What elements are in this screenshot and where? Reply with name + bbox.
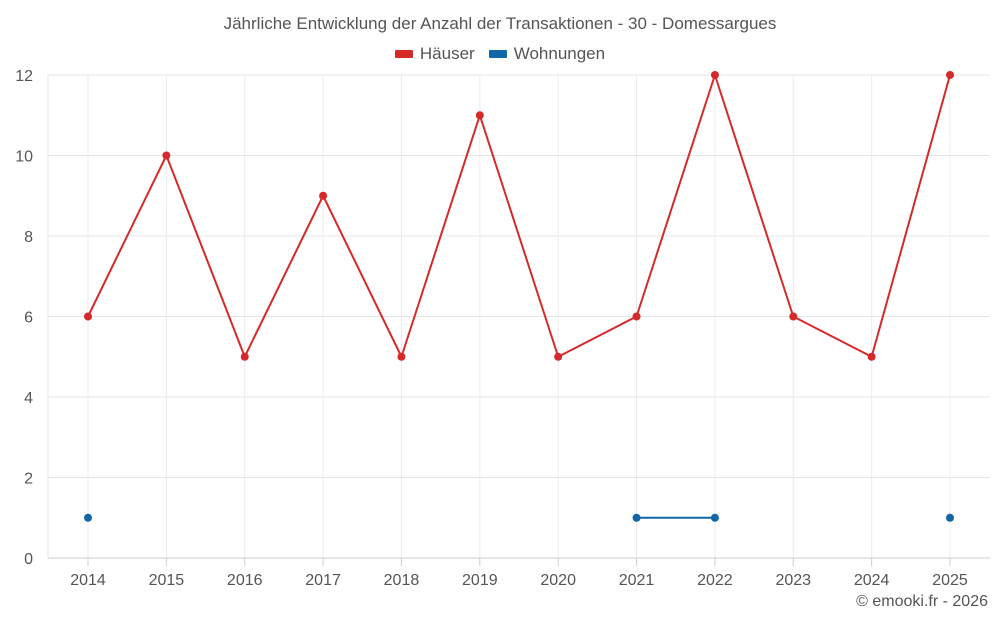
data-point-wohnungen — [710, 513, 719, 522]
data-point-wohnungen — [84, 513, 92, 522]
data-point-wohnungen — [946, 513, 954, 522]
legend-swatch-haeuser — [394, 50, 413, 58]
y-tick-label: 4 — [24, 390, 33, 407]
legend-swatch-wohnungen — [488, 50, 507, 58]
legend-label-wohnungen: Wohnungen — [513, 44, 606, 63]
series-line-haeuser — [87, 74, 951, 358]
x-tick-label: 2016 — [227, 572, 263, 589]
data-point-haeuser — [710, 71, 719, 79]
x-tick-label: 2017 — [305, 572, 341, 589]
x-tick-label: 2018 — [384, 572, 420, 589]
data-point-wohnungen — [632, 513, 641, 522]
y-tick-label: 8 — [24, 229, 33, 246]
y-tick-label: 12 — [15, 68, 33, 85]
credit: © emooki.fr - 2026 — [856, 593, 988, 610]
data-point-haeuser — [84, 312, 92, 321]
x-tick-label: 2024 — [854, 572, 890, 589]
axes — [47, 75, 990, 566]
data-point-haeuser — [867, 352, 876, 361]
x-tick-label: 2021 — [619, 572, 655, 589]
x-tick-label: 2025 — [932, 572, 968, 589]
data-point-haeuser — [475, 111, 484, 120]
data-point-haeuser — [319, 191, 328, 200]
legend-item-haeuser[interactable]: Häuser — [394, 44, 475, 64]
legend-item-wohnungen[interactable]: Wohnungen — [488, 44, 606, 64]
data-point-haeuser — [632, 312, 641, 321]
y-tick-label: 0 — [24, 551, 33, 568]
data-point-haeuser — [397, 352, 406, 361]
x-tick-label: 2019 — [462, 572, 498, 589]
data-point-haeuser — [554, 352, 563, 361]
grid — [48, 74, 990, 558]
data-point-haeuser — [946, 71, 954, 79]
y-tick-label: 10 — [15, 149, 33, 166]
x-tick-label: 2022 — [697, 572, 733, 589]
x-tick-label: 2015 — [149, 572, 185, 589]
tick-labels: 0 2 4 6 8 10 12 2014 2015 2016 2017 2018 2019 2020 202… — [15, 68, 968, 589]
x-tick-label: 2023 — [775, 572, 811, 589]
y-tick-label: 6 — [24, 310, 33, 327]
data-point-haeuser — [162, 151, 171, 160]
chart-title: Jährliche Entwicklung der Anzahl der Tra… — [223, 14, 777, 33]
x-tick-label: 2020 — [540, 572, 576, 589]
series-layer — [84, 71, 954, 522]
x-tick-label: 2014 — [70, 572, 106, 589]
y-tick-label: 2 — [24, 471, 33, 488]
data-point-haeuser — [240, 352, 249, 361]
legend: Häuser Wohnungen — [0, 44, 1000, 64]
legend-label-haeuser: Häuser — [419, 44, 475, 63]
data-point-haeuser — [789, 312, 798, 321]
